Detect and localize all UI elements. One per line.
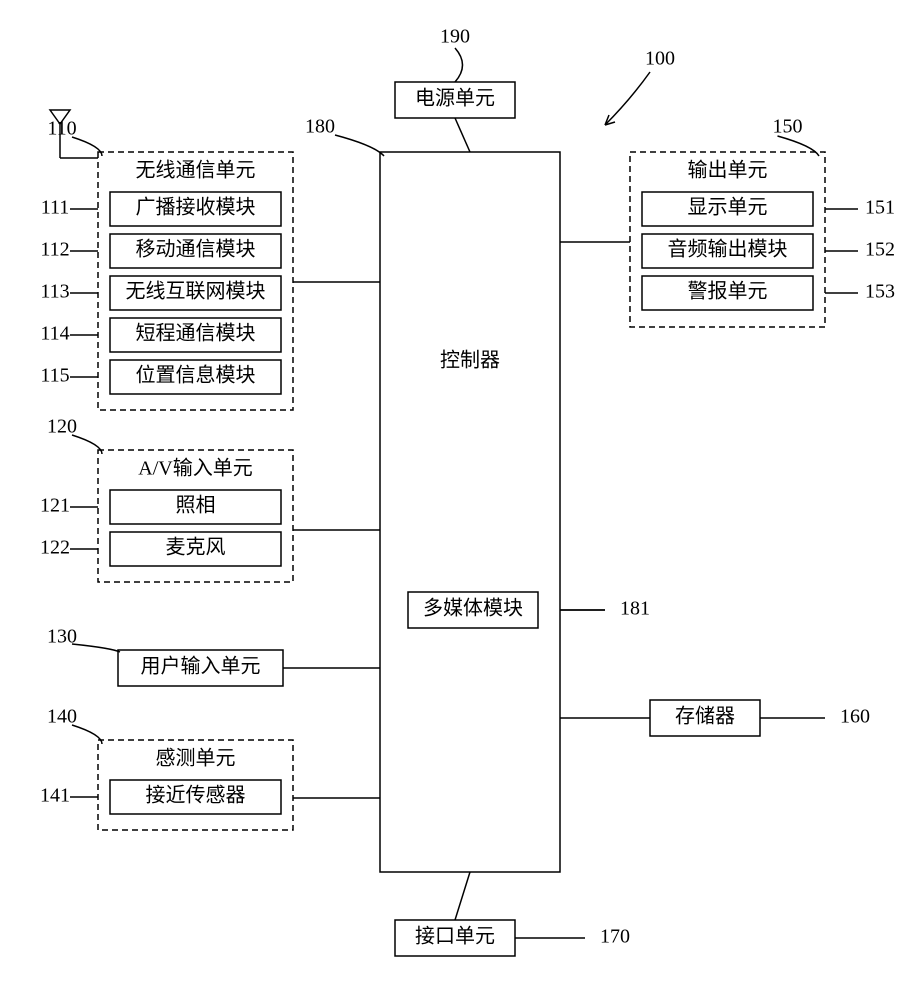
output-item-label-1: 音频输出模块 (668, 238, 788, 261)
wireless-item-label-0: 广播接收模块 (136, 196, 256, 219)
interface-ref: 170 (600, 926, 630, 948)
multimedia-ref: 181 (620, 598, 650, 620)
leader-190 (455, 48, 463, 82)
av-input-ref: 120 (47, 416, 77, 438)
memory-ref: 160 (840, 706, 870, 728)
sensing-ref: 140 (47, 706, 77, 728)
user-input-label: 用户输入单元 (141, 655, 261, 678)
controller-ref: 180 (305, 116, 335, 138)
output-item-label-0: 显示单元 (688, 196, 768, 219)
wireless-item-label-2: 无线互联网模块 (126, 280, 266, 303)
wireless-item-label-3: 短程通信模块 (136, 322, 256, 345)
wireless-item-label-1: 移动通信模块 (136, 238, 256, 261)
system-ref: 100 (645, 48, 675, 70)
sensing-item-ref-0: 141 (40, 785, 70, 807)
output-item-label-2: 警报单元 (688, 280, 768, 303)
multimedia-label: 多媒体模块 (423, 597, 523, 620)
leader-150 (778, 136, 820, 156)
leader-100 (605, 72, 650, 125)
wireless-item-ref-4: 115 (40, 365, 69, 387)
wireless-item-ref-0: 111 (41, 197, 70, 219)
power-ref: 190 (440, 26, 470, 48)
av-input-item-ref-0: 121 (40, 495, 70, 517)
wireless-item-ref-2: 113 (40, 281, 69, 303)
sensing-item-label-0: 接近传感器 (146, 784, 246, 807)
controller-box (380, 152, 560, 872)
leader-130 (72, 644, 120, 652)
av-input-title: A/V输入单元 (138, 457, 252, 480)
av-input-item-label-1: 麦克风 (166, 536, 226, 559)
sensing-title: 感测单元 (156, 747, 236, 770)
wireless-item-ref-3: 114 (40, 323, 69, 345)
av-input-item-label-0: 照相 (176, 494, 216, 517)
output-item-ref-1: 152 (865, 239, 895, 261)
connector (455, 118, 470, 152)
interface-label: 接口单元 (415, 925, 495, 948)
memory-label: 存储器 (675, 705, 735, 728)
output-ref: 150 (773, 116, 803, 138)
output-title: 输出单元 (688, 159, 768, 182)
leader-140 (72, 725, 102, 744)
output-item-ref-2: 153 (865, 281, 895, 303)
leader-180 (335, 135, 384, 156)
wireless-item-ref-1: 112 (40, 239, 69, 261)
wireless-title: 无线通信单元 (136, 159, 256, 182)
connector (455, 872, 470, 920)
power-label: 电源单元 (415, 87, 495, 110)
output-item-ref-0: 151 (865, 197, 895, 219)
av-input-item-ref-1: 122 (40, 537, 70, 559)
controller-label: 控制器 (440, 349, 500, 372)
wireless-item-label-4: 位置信息模块 (136, 364, 256, 387)
